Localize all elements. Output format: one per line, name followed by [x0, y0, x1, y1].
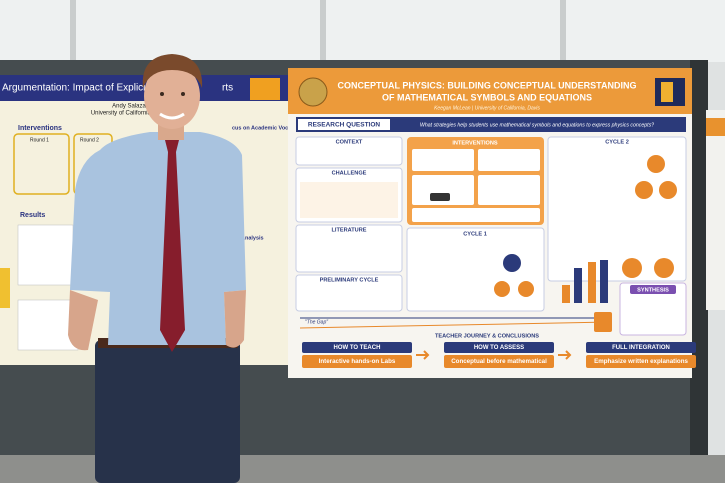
step-text: Interactive hands-on Labs: [319, 358, 396, 365]
research-question-tag: [298, 119, 390, 130]
step-label-box: [444, 342, 554, 353]
diagram-box: [13, 133, 70, 195]
panel: [406, 227, 545, 312]
window-frame: [320, 0, 326, 62]
arrow: [416, 350, 430, 360]
step-label: HOW TO ASSESS: [474, 345, 524, 351]
next-poster-header: [706, 118, 725, 136]
card: [412, 208, 540, 222]
step-text: Emphasize written explanations: [594, 358, 688, 365]
label: Round 2: [80, 137, 99, 143]
poster-title: CONCEPTUAL PHYSICS: BUILDING CONCEPTUAL …: [337, 80, 636, 90]
logo: [250, 78, 280, 100]
research-question: What strategies help students use mathem…: [420, 122, 654, 128]
step-label: FULL INTEGRATION: [612, 345, 670, 351]
chart-image: [17, 299, 79, 351]
bar-icon: [574, 268, 582, 303]
bar-icon: [562, 285, 570, 303]
eye: [181, 92, 185, 96]
card: [478, 175, 540, 205]
card: [412, 175, 474, 205]
highlight: [0, 268, 10, 308]
right-poster-header: [288, 68, 692, 114]
step-text: Conceptual before mathematical: [451, 358, 547, 365]
step-text-box: [302, 355, 412, 368]
chart-image: [17, 224, 74, 286]
hand: [224, 290, 246, 348]
stat-circle: [659, 181, 677, 199]
left-poster-affiliation: University of California, Davis: [91, 111, 169, 117]
stat-circle: [494, 281, 510, 297]
arrow: [558, 350, 572, 360]
panel-heading: LITERATURE: [331, 227, 366, 233]
shirt: [70, 132, 246, 345]
eye: [160, 92, 164, 96]
conclusions-heading: TEACHER JOURNEY & CONCLUSIONS: [435, 333, 539, 339]
step-label-box: [586, 342, 696, 353]
panel: [295, 136, 403, 166]
windows: [0, 0, 725, 62]
stat-circle: [635, 181, 653, 199]
poster-title: OF MATHEMATICAL SYMBOLS AND EQUATIONS: [382, 92, 592, 102]
gap-line: [299, 321, 611, 329]
conclusion-steps: HOW TO TEACH Interactive hands-on Labs HOW…: [302, 342, 696, 368]
hand: [68, 290, 98, 351]
window-frame: [70, 0, 76, 62]
research-question-label: RESEARCH QUESTION: [308, 122, 381, 129]
gap-label: "The Gap": [305, 319, 328, 325]
section-heading: Results: [20, 212, 45, 219]
panel-heading: CYCLE 1: [463, 231, 487, 237]
face: [144, 63, 200, 129]
bar-icon: [600, 260, 608, 303]
card: [412, 149, 474, 171]
step-text-box: [586, 355, 696, 368]
panel-heading: INTERVENTIONS: [452, 140, 498, 146]
panel-heading: CHALLENGE: [332, 170, 367, 176]
left-poster-title: Argumentation: Impact of Explicit Ins: [2, 83, 164, 94]
section-heading: ir Analysis: [236, 235, 264, 241]
panel-heading: CONTEXT: [336, 139, 363, 145]
synthesis-tag: [630, 285, 676, 294]
step-label-box: [302, 342, 412, 353]
car-icon: [430, 193, 450, 201]
panel: [619, 282, 687, 336]
research-question-bar: [296, 117, 686, 132]
card: [478, 149, 540, 171]
smile: [159, 112, 185, 120]
logo-flame: [661, 82, 673, 102]
step-text-box: [444, 355, 554, 368]
stat-circle: [622, 258, 642, 278]
panel-heading: SYNTHESIS: [637, 287, 669, 293]
gap-marker: [594, 312, 612, 332]
stat-circle: [654, 258, 674, 278]
step-label: HOW TO TEACH: [334, 345, 381, 351]
person: [68, 54, 246, 483]
stat-circle: [518, 281, 534, 297]
university-seal: [298, 77, 328, 107]
board-post: [690, 60, 708, 483]
left-poster-author: Andy Salazar: [112, 104, 148, 110]
window-frame: [560, 0, 566, 62]
left-poster-title-tail: rts: [222, 83, 233, 94]
tie: [160, 140, 185, 352]
panel: [295, 274, 403, 312]
poster-author: Keegan McLean | University of California…: [434, 105, 540, 111]
next-poster: [706, 110, 725, 310]
trousers: [95, 340, 240, 483]
label: Round 1: [30, 137, 49, 143]
panel: [547, 136, 687, 282]
equation-block: [300, 182, 398, 218]
panel-heading: CYCLE 2: [605, 139, 629, 145]
panel-heading: PRELIMINARY CYCLE: [320, 277, 379, 283]
panel: [295, 224, 403, 273]
bar-icon: [588, 262, 596, 303]
stat-circle: [647, 155, 665, 173]
hair: [142, 54, 203, 88]
section-heading: cus on Academic Vocabulary: [232, 125, 309, 131]
section-heading: Interventions: [18, 125, 62, 132]
stat-circle: [503, 254, 521, 272]
